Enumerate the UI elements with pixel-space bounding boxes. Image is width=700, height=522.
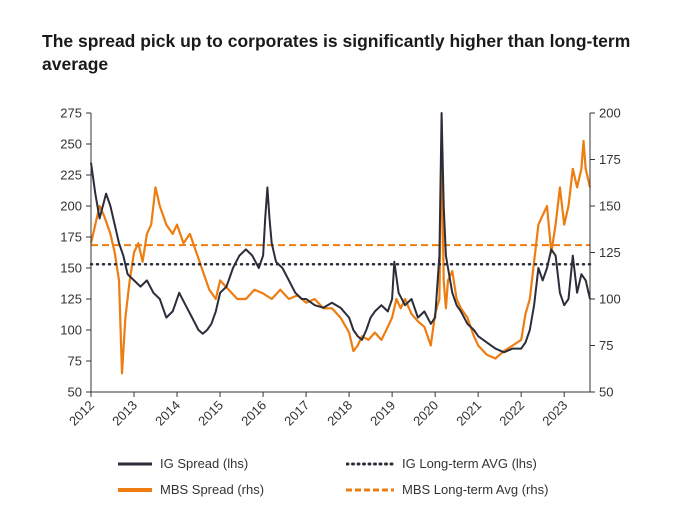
y-left-tick-label: 275: [60, 106, 82, 121]
x-tick-label: 2023: [539, 398, 570, 429]
line-chart: 50 75 100 125 150 175 200 225 250 275 50 75 100 125 15…: [60, 106, 620, 429]
x-tick-label: 2014: [152, 398, 183, 429]
chart-title: The spread pick up to corporates is sign…: [42, 31, 631, 74]
legend-item-ig-avg: IG Long-term AVG (lhs): [346, 456, 537, 471]
legend-item-mbs-avg: MBS Long-term Avg (rhs): [346, 482, 548, 497]
chart-legend: IG Spread (lhs) IG Long-term AVG (lhs) M…: [118, 452, 638, 504]
y-right-tick-label: 50: [599, 385, 613, 400]
series-line: [89, 139, 592, 375]
x-tick-label: 2021: [453, 398, 484, 429]
y-left-tick-label: 175: [60, 230, 82, 245]
legend-swatch-ig-spread: [118, 462, 152, 465]
y-right-tick-label: 75: [599, 338, 613, 353]
legend-swatch-ig-avg: [346, 462, 396, 465]
legend-label: IG Long-term AVG (lhs): [402, 456, 537, 471]
x-tick-label: 2022: [496, 398, 527, 429]
legend-label: MBS Long-term Avg (rhs): [402, 482, 549, 497]
x-tick-label: 2015: [195, 398, 226, 429]
y-left-tick-label: 250: [60, 137, 82, 152]
y-right-tick-label: 125: [599, 245, 621, 260]
legend-item-mbs-spread: MBS Spread (rhs): [118, 482, 264, 497]
legend-swatch-mbs-avg: [346, 488, 394, 491]
legend-item-ig-spread: IG Spread (lhs): [118, 456, 248, 471]
x-tick-label: 2013: [109, 398, 140, 429]
x-tick-label: 2018: [324, 398, 355, 429]
y-left-tick-label: 75: [68, 354, 82, 369]
x-tick-label: 2017: [281, 398, 312, 429]
y-left-tick-label: 200: [60, 199, 82, 214]
y-right-tick-label: 175: [599, 152, 621, 167]
x-tick-label: 2016: [238, 398, 269, 429]
y-right-tick-label: 200: [599, 106, 621, 121]
y-right-tick-label: 150: [599, 199, 621, 214]
x-tick-label: 2019: [367, 398, 398, 429]
y-left-tick-label: 50: [68, 385, 82, 400]
y-left-tick-label: 225: [60, 168, 82, 183]
y-left-tick-label: 100: [60, 323, 82, 338]
y-left-tick-label: 150: [60, 261, 82, 276]
legend-swatch-mbs-spread: [118, 487, 152, 492]
axes: 50 75 100 125 150 175 200 225 250 275 50 75 100 125 15…: [60, 106, 620, 429]
legend-label: MBS Spread (rhs): [160, 482, 265, 497]
x-tick-label: 2020: [410, 398, 441, 429]
plot-lines: [89, 112, 592, 375]
y-right-tick-label: 100: [599, 292, 621, 307]
legend-label: IG Spread (lhs): [160, 456, 249, 471]
x-tick-label: 2012: [66, 398, 97, 429]
y-left-tick-label: 125: [60, 292, 82, 307]
series-line: [90, 112, 591, 354]
